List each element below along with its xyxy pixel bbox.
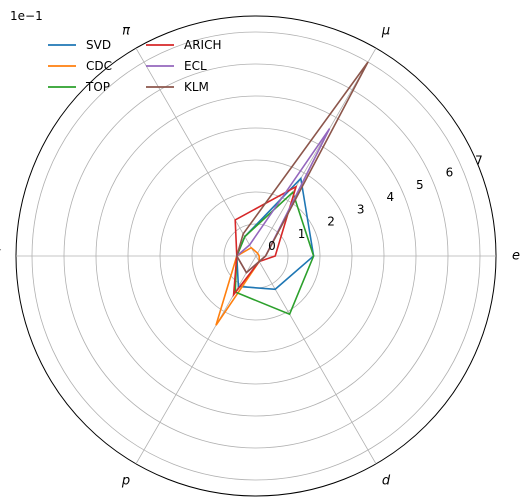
series-top bbox=[234, 190, 315, 316]
radial-tick-1: 1 bbox=[298, 227, 306, 241]
legend-label-arich: ARICH bbox=[184, 38, 222, 52]
radial-tick-3: 3 bbox=[357, 202, 365, 216]
spoke-5 bbox=[255, 255, 377, 465]
radial-tick-6: 6 bbox=[446, 166, 454, 180]
radar-spokes bbox=[16, 47, 496, 465]
radial-tick-0: 0 bbox=[268, 239, 276, 253]
scale-note: 1e−1 bbox=[10, 9, 43, 23]
legend-label-cdc: CDC bbox=[86, 59, 112, 73]
radial-tick-7: 7 bbox=[475, 153, 483, 167]
axis-label-0: e bbox=[512, 249, 520, 264]
spoke-1 bbox=[255, 47, 377, 257]
radar-series bbox=[215, 61, 369, 326]
legend-label-top: TOP bbox=[85, 80, 110, 94]
legend-label-ecl: ECL bbox=[184, 59, 207, 73]
radial-tick-4: 4 bbox=[386, 190, 394, 204]
radial-tick-2: 2 bbox=[327, 215, 335, 229]
axis-label-4: p bbox=[121, 474, 130, 489]
axis-label-1: μ bbox=[381, 23, 390, 38]
legend-label-klm: KLM bbox=[184, 80, 209, 94]
radial-tick-5: 5 bbox=[416, 178, 424, 192]
axis-label-3: K bbox=[0, 249, 2, 264]
axis-label-5: d bbox=[382, 474, 391, 489]
legend-label-svd: SVD bbox=[86, 38, 111, 52]
axis-label-2: π bbox=[122, 23, 130, 38]
legend: SVD CDC TOP ARICH ECL KLM bbox=[48, 38, 222, 94]
series-klm bbox=[235, 61, 369, 274]
radial-ticks: 0 1 2 3 4 5 6 7 bbox=[268, 153, 483, 253]
